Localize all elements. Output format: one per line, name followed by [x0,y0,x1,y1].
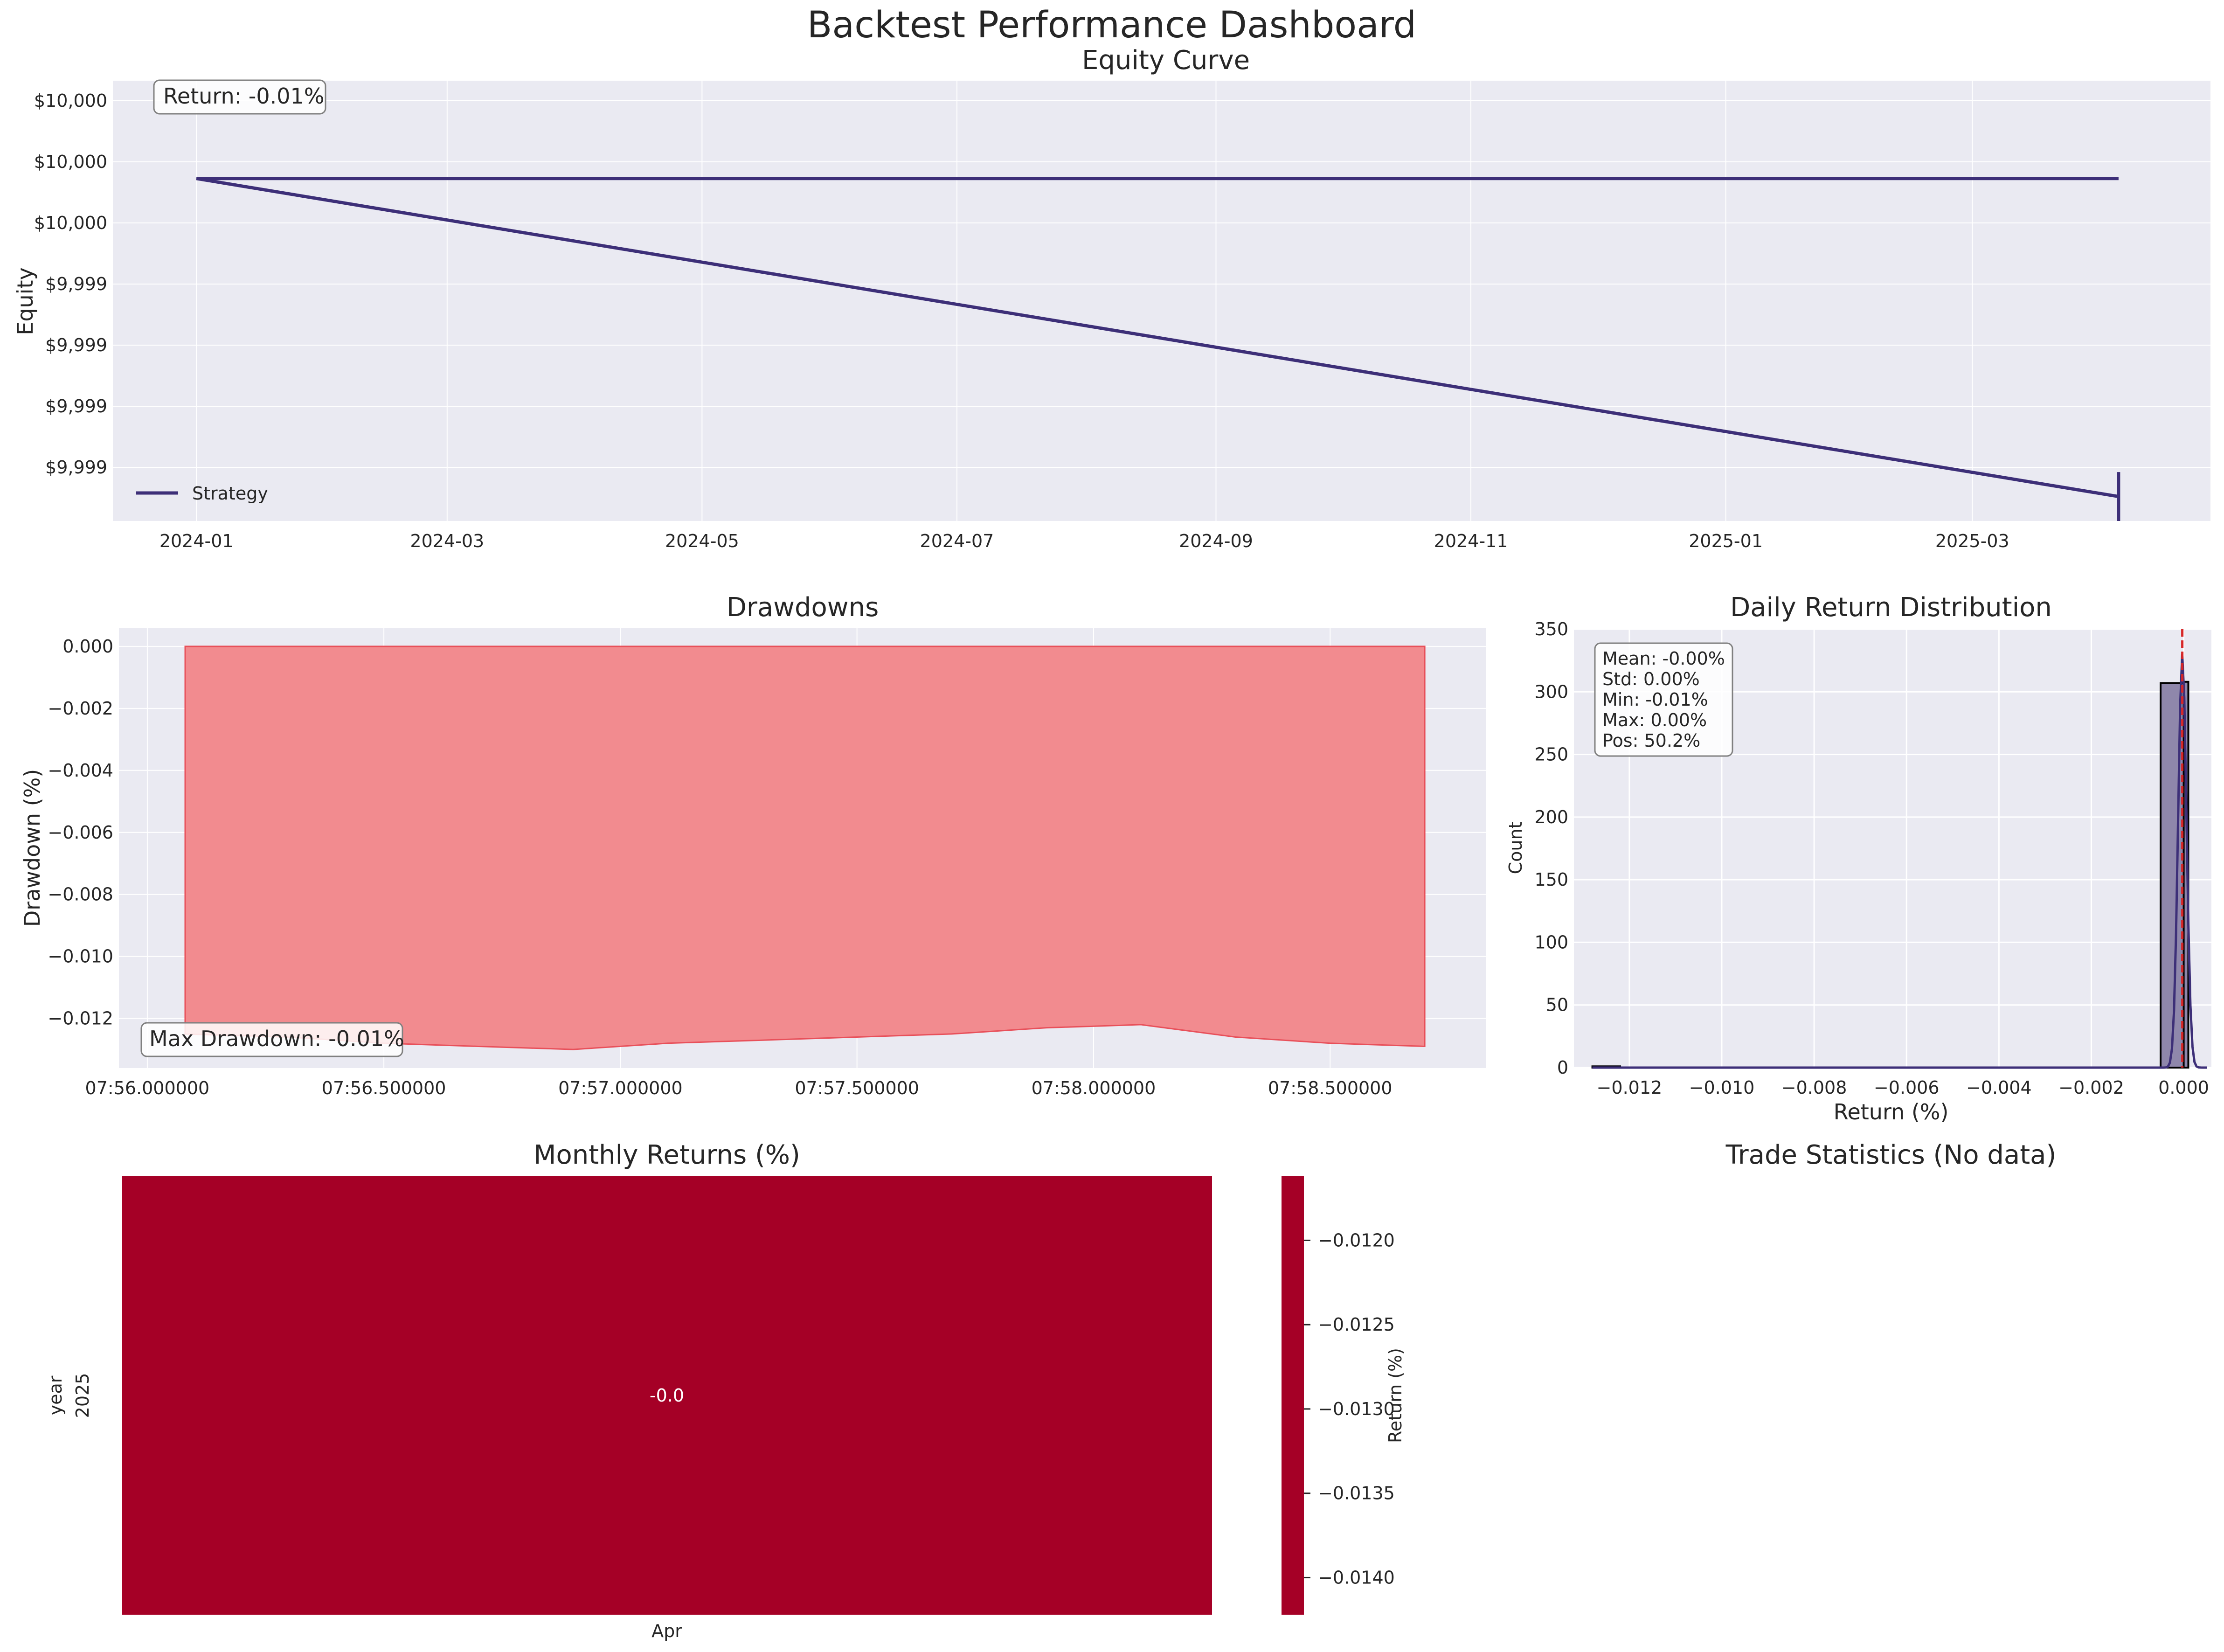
equity-line [196,177,2119,499]
distribution-stats-box [1594,642,1733,757]
heatmap-colorbar-tick-label: −0.0120 [1318,1230,1395,1250]
drawdowns-x-ticks: 07:56.000000 07:56.500000 07:57.000000 07:5… [85,1078,1393,1098]
distribution-stat-std: Std: 0.00% [1602,669,1700,689]
equity-x-tick-label: 2025-01 [1689,531,1763,551]
drawdowns-y-tick-label: −0.012 [48,1008,113,1029]
equity-y-tick-label: $9,999 [45,274,107,294]
monthly-panel: Monthly Returns (%) -0.0 Apr 2025 year −… [45,1140,1406,1641]
heatmap-colorbar-ticks: −0.0120 −0.0125 −0.0130 −0.0135 −0.0140 [1304,1230,1395,1588]
heatmap-colorbar-tick-label: −0.0130 [1318,1399,1395,1419]
distribution-kde-line [1592,654,2207,1069]
heatmap-row-axis-label: year [45,1375,66,1415]
drawdowns-y-tick-label: 0.000 [62,636,113,657]
distribution-y-tick-label: 150 [1534,869,1568,890]
drawdowns-y-tick-label: −0.006 [48,822,113,843]
equity-y-tick-label: $9,999 [45,335,107,355]
equity-y-tick-label: $10,000 [34,213,107,233]
distribution-stat-max: Max: 0.00% [1602,710,1707,730]
equity-y-ticks: $10,000 $10,000 $10,000 $9,999 $9,999 $9,999 $… [34,90,107,478]
equity-y-tick-label: $9,999 [45,396,107,416]
heatmap-colorbar-tick-label: −0.0125 [1318,1314,1395,1335]
equity-annotation: Return: -0.01% [163,83,325,109]
drawdowns-y-ticks: 0.000 −0.002 −0.004 −0.006 −0.008 −0.010 −0.01… [48,636,113,1029]
equity-x-tick-label: 2024-11 [1434,531,1508,551]
drawdowns-x-tick-label: 07:57.000000 [558,1078,683,1098]
trade-statistics-title: Trade Statistics (No data) [1725,1140,2057,1170]
heatmap-colorbar [1282,1176,1304,1615]
distribution-x-tick-label: −0.012 [1597,1077,1663,1098]
equity-x-tick-label: 2024-05 [665,531,739,551]
heatmap-colorbar-label: Return (%) [1385,1348,1406,1443]
equity-x-tick-label: 2024-07 [920,531,994,551]
distribution-x-tick-label: −0.010 [1689,1077,1755,1098]
drawdowns-y-tick-label: −0.008 [48,884,113,905]
equity-x-tick-label: 2025-03 [1935,531,2009,551]
distribution-stat-mean: Mean: -0.00% [1602,648,1725,669]
distribution-panel: Daily Return Distribution −0.012 −0.010 −0… [1505,592,2211,1124]
drawdowns-y-tick-label: −0.002 [48,698,113,719]
monthly-title: Monthly Returns (%) [533,1140,800,1170]
heatmap-col-label: Apr [651,1621,682,1641]
drawdowns-y-tick-label: −0.010 [48,946,113,967]
drawdown-area [184,646,1426,1050]
distribution-y-tick-label: 350 [1534,619,1568,639]
equity-series [196,177,2120,521]
drawdowns-annotation-box [140,1022,403,1057]
equity-x-ticks: 2024-01 2024-03 2024-05 2024-07 2024-09 2024-… [159,531,2009,551]
equity-x-tick-label: 2024-09 [1179,531,1253,551]
equity-annotation-box [153,79,326,115]
drawdowns-panel: Drawdowns 07:56.000000 07:56.500000 07:57.… [20,592,1486,1098]
distribution-x-ticks: −0.012 −0.010 −0.008 −0.006 −0.004 −0.002 0.00… [1597,1077,2209,1098]
heatmap-cell-label: -0.0 [650,1385,684,1406]
equity-plot-area [113,81,2210,521]
distribution-y-tick-label: 250 [1534,744,1568,765]
drawdowns-y-tick-label: −0.004 [48,760,113,781]
equity-y-tick-label: $10,000 [34,152,107,172]
distribution-y-tick-label: 200 [1534,807,1568,827]
drawdowns-x-tick-label: 07:58.000000 [1032,1078,1156,1098]
equity-y-tick-label: $9,999 [45,457,107,478]
distribution-x-tick-label: 0.000 [2158,1077,2209,1098]
heatmap-colorbar-tick-label: −0.0140 [1318,1567,1395,1588]
distribution-x-tick-label: −0.002 [2058,1077,2124,1098]
equity-y-tick-label: $10,000 [34,90,107,111]
drawdowns-x-tick-label: 07:56.500000 [322,1078,446,1098]
equity-ylabel: Equity [13,267,38,335]
dashboard-title: Backtest Performance Dashboard [807,4,1416,46]
equity-panel: Equity Curve 2024-01 2024-03 2024-05 2024-0… [13,45,2210,551]
heatmap-colorbar-tick-label: −0.0135 [1318,1483,1395,1504]
distribution-xlabel: Return (%) [1834,1099,1949,1124]
distribution-x-tick-label: −0.008 [1781,1077,1847,1098]
drawdowns-title: Drawdowns [727,592,879,623]
drawdowns-x-tick-label: 07:58.500000 [1268,1078,1393,1098]
distribution-stat-pos: Pos: 50.2% [1602,730,1700,751]
drawdowns-x-tick-label: 07:57.500000 [795,1078,919,1098]
distribution-y-tick-label: 100 [1534,932,1568,952]
equity-x-tick-label: 2024-03 [410,531,484,551]
distribution-y-tick-label: 50 [1546,995,1568,1015]
heatmap-cell [122,1176,1212,1615]
distribution-ylabel: Count [1505,822,1526,875]
distribution-title: Daily Return Distribution [1730,592,2052,623]
distribution-y-tick-label: 0 [1557,1057,1568,1078]
distribution-x-tick-label: −0.004 [1966,1077,2032,1098]
distribution-y-ticks: 0 50 100 150 200 250 300 350 [1534,619,1568,1078]
equity-legend-label: Strategy [192,483,268,504]
distribution-stat-min: Min: -0.01% [1602,689,1708,710]
distribution-bars [1591,680,2189,1069]
drawdowns-ylabel: Drawdown (%) [20,769,45,927]
distribution-x-tick-label: −0.006 [1874,1077,1940,1098]
drawdowns-x-tick-label: 07:56.000000 [85,1078,210,1098]
distribution-y-tick-label: 300 [1534,681,1568,702]
drawdowns-annotation: Max Drawdown: -0.01% [149,1026,404,1051]
heatmap-row-label: 2025 [72,1373,93,1418]
equity-x-tick-label: 2024-01 [159,531,234,551]
equity-title: Equity Curve [1082,45,1250,76]
